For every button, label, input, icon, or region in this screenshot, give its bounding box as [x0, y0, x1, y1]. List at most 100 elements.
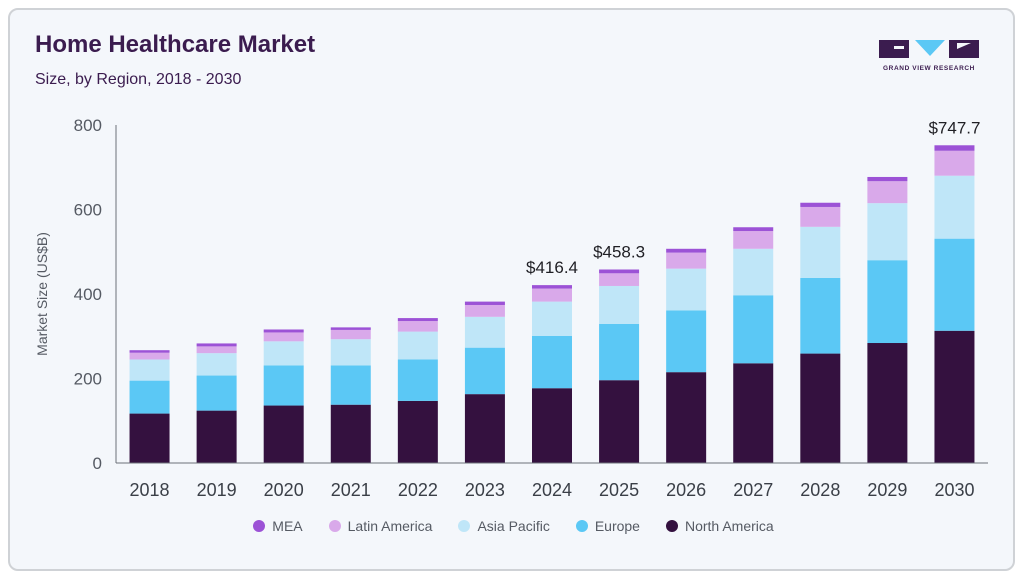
bar-segment-latin-america [733, 231, 774, 249]
bar-segment-latin-america [330, 329, 371, 340]
bar-segment-mea [263, 329, 304, 333]
bar-stack-2028 [800, 202, 841, 463]
x-tick-label: 2023 [465, 480, 505, 500]
bar-stack-2029 [867, 176, 908, 463]
x-tick-label: 2022 [398, 480, 438, 500]
x-tick-label: 2020 [264, 480, 304, 500]
bar-segment-mea [599, 269, 640, 274]
x-tick-label: 2018 [130, 480, 170, 500]
bar-segment-latin-america [599, 273, 640, 286]
chart-card: Home Healthcare Market Size, by Region, … [8, 8, 1015, 571]
bar-segment-mea [464, 301, 505, 305]
bar-segment-asia-pacific [532, 301, 572, 336]
legend-item-asia-pacific: Asia Pacific [458, 518, 550, 534]
bar-segment-north-america [733, 363, 774, 463]
bar-segment-latin-america [867, 181, 908, 204]
legend-label: Asia Pacific [477, 518, 550, 534]
legend-swatch-icon [575, 520, 588, 532]
bar-segment-europe [733, 295, 774, 364]
x-tick-label: 2019 [197, 480, 237, 500]
x-tick-label: 2026 [666, 480, 706, 500]
bar-segment-europe [800, 277, 841, 354]
bar-segment-mea [196, 343, 237, 347]
bar-segment-mea [800, 202, 841, 207]
bar-segment-asia-pacific [733, 248, 774, 296]
bar-stack-2027 [733, 227, 774, 463]
bar-segment-asia-pacific [330, 339, 371, 366]
data-label-total: $416.4 [526, 258, 578, 277]
legend-swatch-icon [253, 520, 266, 532]
bar-segment-north-america [599, 380, 640, 463]
data-label-total: $458.3 [593, 242, 645, 261]
y-tick-label: 400 [74, 285, 102, 304]
y-tick-label: 800 [74, 116, 102, 135]
logo-text: GRAND VIEW RESEARCH [883, 65, 975, 72]
bar-stack-2024 [532, 285, 572, 463]
bar-segment-asia-pacific [196, 353, 237, 376]
bar-segment-asia-pacific [666, 268, 707, 311]
bar-segment-asia-pacific [800, 226, 841, 278]
data-label-total: $747.7 [928, 118, 980, 137]
x-tick-label: 2030 [934, 480, 974, 500]
bar-stack-2019 [196, 343, 237, 463]
bar-segment-latin-america [263, 332, 304, 342]
bar-segment-mea [666, 248, 707, 253]
brand-logo: GRAND VIEW RESEARCH [877, 34, 981, 74]
bar-segment-mea [733, 227, 774, 232]
bar-segment-asia-pacific [129, 359, 170, 381]
x-tick-label: 2027 [733, 480, 773, 500]
y-tick-label: 0 [93, 454, 102, 473]
bar-segment-asia-pacific [464, 316, 505, 348]
bar-segment-north-america [397, 400, 438, 463]
bar-segment-mea [934, 145, 975, 151]
bar-segment-mea [397, 318, 438, 322]
bar-segment-asia-pacific [867, 203, 908, 261]
bar-segment-europe [196, 375, 237, 411]
bar-segment-europe [263, 365, 304, 406]
bar-segment-latin-america [532, 288, 572, 302]
bar-segment-north-america [263, 405, 304, 463]
bar-stack-2025 [599, 269, 640, 463]
y-tick-label: 600 [74, 201, 102, 220]
bar-segment-europe [532, 335, 572, 389]
bar-segment-asia-pacific [397, 331, 438, 360]
bar-segment-north-america [330, 404, 371, 463]
legend-swatch-icon [328, 520, 341, 532]
legend-label: North America [684, 518, 774, 534]
chart-title: Home Healthcare Market [35, 31, 316, 58]
legend-item-mea: MEA [253, 518, 303, 534]
bar-segment-europe [397, 359, 438, 401]
bar-segment-latin-america [196, 346, 237, 354]
x-tick-label: 2028 [800, 480, 840, 500]
chart-legend: MEA Latin America Asia Pacific Europe North … [10, 518, 1013, 534]
bar-segment-north-america [129, 413, 170, 463]
bar-segment-mea [867, 176, 908, 182]
x-tick-label: 2025 [599, 480, 639, 500]
legend-item-north-america: North America [665, 518, 774, 534]
bar-segment-latin-america [934, 150, 975, 176]
bar-segment-europe [934, 238, 975, 331]
bar-segment-latin-america [129, 352, 170, 360]
legend-item-europe: Europe [575, 518, 640, 534]
chart-subtitle: Size, by Region, 2018 - 2030 [35, 71, 242, 88]
bar-segment-mea [532, 285, 572, 289]
legend-swatch-icon [665, 520, 678, 532]
bar-segment-north-america [934, 330, 975, 463]
grand-view-research-logo-icon [879, 40, 979, 58]
bar-segment-europe [867, 260, 908, 344]
y-tick-label: 200 [74, 370, 102, 389]
bar-stack-2030 [934, 145, 975, 463]
bar-segment-latin-america [397, 321, 438, 332]
bar-segment-europe [464, 347, 505, 395]
bar-segment-asia-pacific [599, 285, 640, 324]
legend-label: MEA [272, 518, 303, 534]
x-tick-label: 2029 [867, 480, 907, 500]
bar-stack-2026 [666, 248, 707, 463]
bar-stack-2018 [129, 350, 170, 463]
bar-segment-asia-pacific [263, 341, 304, 366]
bar-stack-2020 [263, 329, 304, 463]
stacked-bar-chart: Market Size (US$B) 0 200 400 600 800 2018 201… [34, 116, 988, 500]
bar-segment-europe [129, 380, 170, 414]
y-axis-title: Market Size (US$B) [34, 232, 50, 356]
legend-swatch-icon [458, 520, 471, 532]
